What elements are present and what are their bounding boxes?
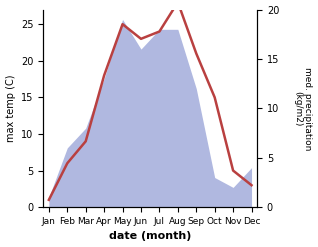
X-axis label: date (month): date (month) bbox=[109, 231, 191, 242]
Y-axis label: med. precipitation
(kg/m2): med. precipitation (kg/m2) bbox=[293, 67, 313, 150]
Y-axis label: max temp (C): max temp (C) bbox=[5, 75, 16, 142]
